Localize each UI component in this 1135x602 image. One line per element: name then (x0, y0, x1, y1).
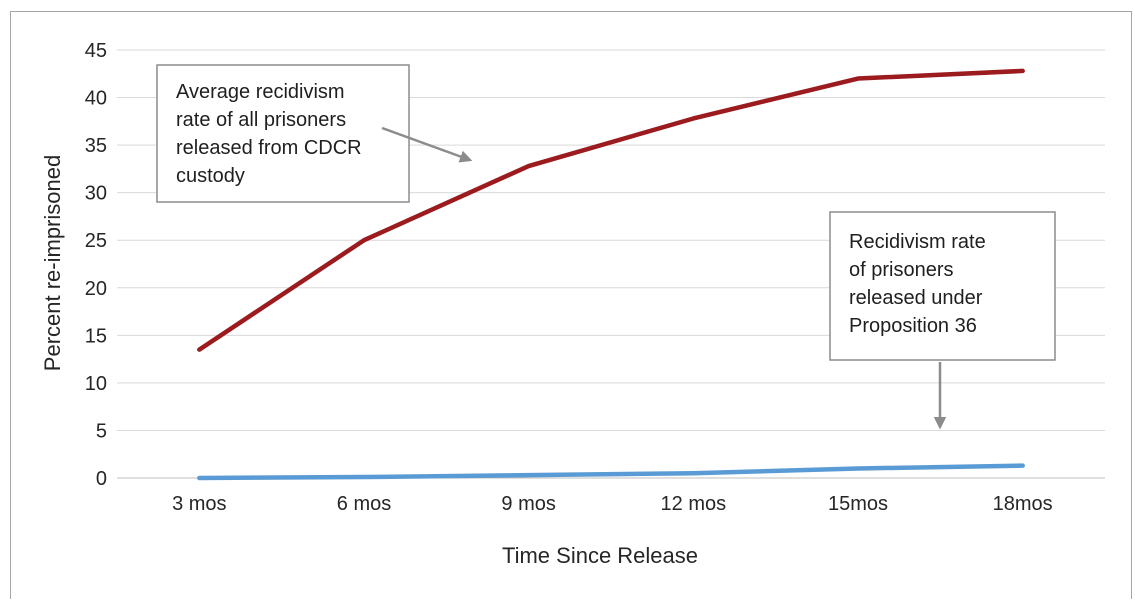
x-tick-label: 6 mos (337, 493, 391, 515)
callout-text-line: Recidivism rate (849, 231, 986, 253)
y-tick-label: 30 (85, 183, 107, 205)
callout-text-line: released from CDCR (176, 137, 362, 159)
y-tick-label: 0 (96, 468, 107, 490)
x-tick-label: 15mos (828, 493, 888, 515)
callout-box (829, 211, 1056, 361)
callout-1: Average recidivism rate of all prisoners r… (156, 64, 473, 203)
y-tick-label: 10 (85, 373, 107, 395)
x-tick-label: 9 mos (501, 493, 555, 515)
y-tick-label: 15 (85, 325, 107, 347)
callout-text-line: released under (849, 287, 983, 309)
callouts: Average recidivism rate of all prisoners r… (156, 64, 1056, 430)
callout-text-line: Proposition 36 (849, 315, 977, 337)
series-line-2 (197, 463, 1025, 481)
callout-2: Recidivism rate of prisoners released unde… (829, 211, 1056, 430)
y-tick-label: 25 (85, 230, 107, 252)
callout-box (156, 64, 410, 203)
callout-text-line: of prisoners (849, 259, 954, 281)
x-axis-title: Time Since Release (502, 543, 698, 568)
x-tick-label: 3 mos (172, 493, 226, 515)
y-tick-label: 5 (96, 420, 107, 442)
y-tick-label: 45 (85, 40, 107, 62)
y-tick-label: 35 (85, 135, 107, 157)
chart-frame (10, 11, 1132, 599)
callout-arrow (381, 126, 473, 163)
callout-text-line: custody (176, 165, 245, 187)
x-tick-label: 18mos (993, 493, 1053, 515)
x-tick-labels: 3 mos 6 mos 9 mos 12 mos 15mos 18mos (172, 493, 1053, 515)
y-tick-label: 20 (85, 278, 107, 300)
y-tick-labels: 0 5 10 15 20 25 30 35 40 45 (85, 40, 107, 490)
series-lines (197, 68, 1025, 481)
callout-text-line: rate of all prisoners (176, 109, 346, 131)
x-tick-label: 12 mos (661, 493, 727, 515)
series-line-1 (197, 68, 1025, 352)
y-tick-label: 40 (85, 88, 107, 110)
callout-text-line: Average recidivism (176, 81, 345, 103)
y-axis-title: Percent re-imprisoned (40, 155, 65, 371)
